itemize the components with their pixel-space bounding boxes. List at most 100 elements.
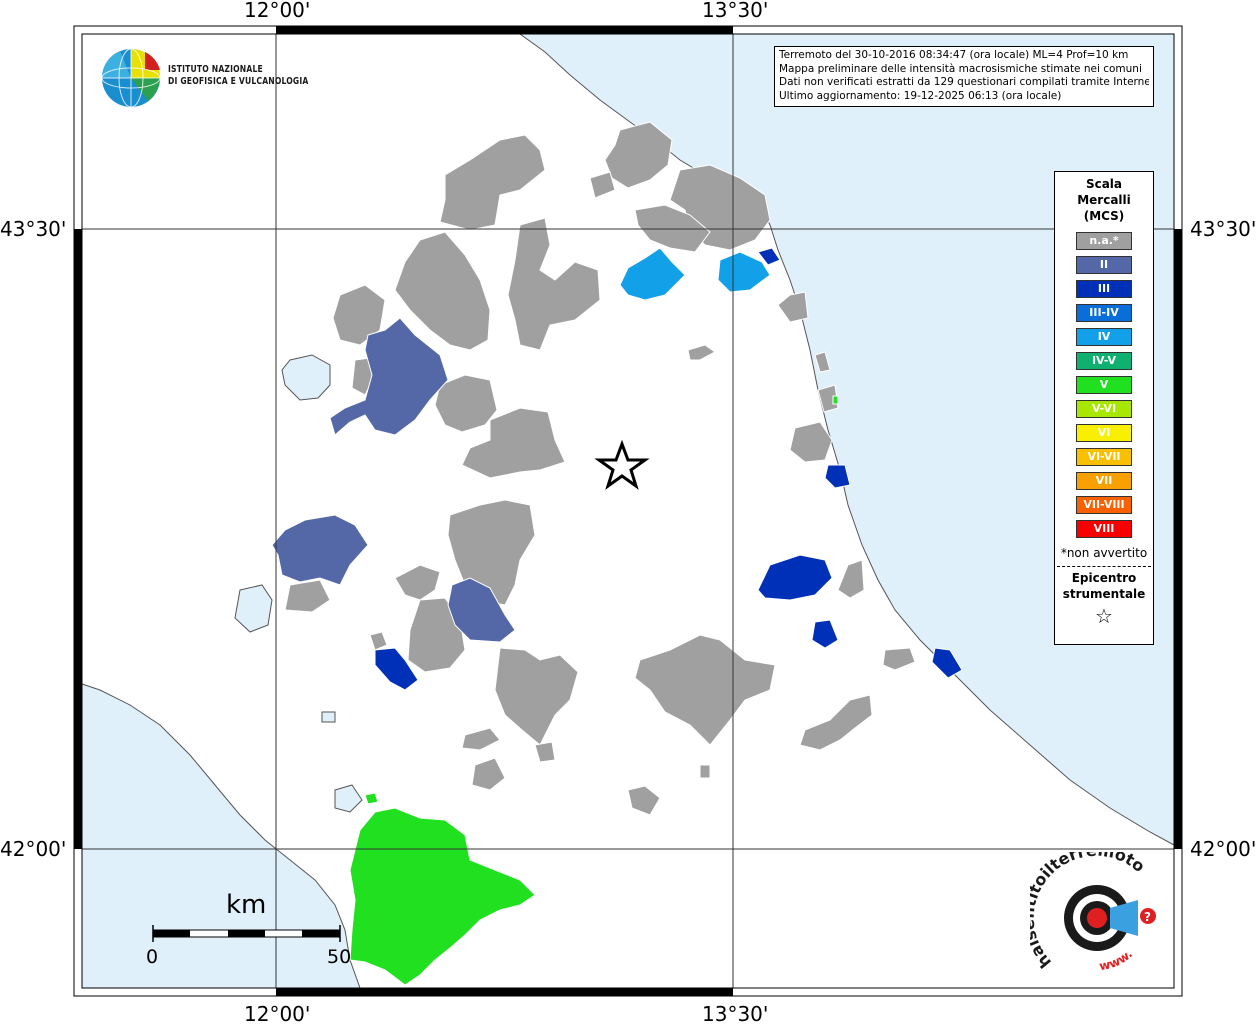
legend-epicenter-line1: Epicentro bbox=[1071, 571, 1137, 585]
municipality-v bbox=[364, 792, 379, 805]
legend-separator bbox=[1057, 566, 1151, 567]
tick-top-lon-2: 13°30' bbox=[702, 0, 769, 22]
scale-end: 50 bbox=[327, 946, 352, 968]
info-line1: Terremoto del 30-10-2016 08:34:47 (ora l… bbox=[779, 49, 1129, 61]
legend-item: n.a.* bbox=[1076, 232, 1132, 250]
municipality-na bbox=[687, 344, 716, 361]
legend-item: VIII bbox=[1076, 520, 1132, 538]
legend-item: VII bbox=[1076, 472, 1132, 490]
municipality-na bbox=[369, 631, 388, 651]
info-line4: Ultimo aggiornamento: 19-12-2025 06:13 (… bbox=[779, 89, 1062, 102]
municipality-na bbox=[837, 559, 865, 599]
legend-epicenter-label: Epicentro strumentale bbox=[1055, 570, 1153, 602]
legend-title-line1: Scala bbox=[1085, 177, 1123, 191]
lake bbox=[321, 711, 336, 723]
target-icon: ? bbox=[1064, 885, 1156, 951]
haisentito-www: www. bbox=[1098, 947, 1135, 973]
tick-top-lon-1: 12°00' bbox=[244, 0, 311, 22]
legend-note: *non avvertito bbox=[1060, 546, 1148, 560]
municipality-iii bbox=[374, 647, 419, 691]
map-frame bbox=[73, 25, 1183, 997]
municipality-na bbox=[814, 351, 831, 373]
municipality-na bbox=[471, 757, 506, 791]
municipality-v bbox=[349, 807, 536, 986]
legend-items: n.a.* II III III-IV IV IV-V V V-VI VI VI-VII VII VI… bbox=[1055, 232, 1153, 538]
tick-right-lat-1: 43°30' bbox=[1190, 217, 1256, 241]
scale-start: 0 bbox=[146, 946, 159, 968]
legend-item: V bbox=[1076, 376, 1132, 394]
graticule bbox=[82, 34, 1174, 988]
epicenter-star bbox=[594, 439, 650, 490]
municipality-polygons bbox=[234, 121, 963, 986]
legend-item: VI bbox=[1076, 424, 1132, 442]
municipality-na bbox=[799, 694, 873, 751]
legend-item: IV-V bbox=[1076, 352, 1132, 370]
ingv-line2: DI GEOFISICA E VULCANOLOGIA bbox=[168, 76, 309, 87]
municipality-na bbox=[699, 764, 711, 779]
municipality-na bbox=[882, 647, 916, 671]
tick-bottom-lon-1: 12°00' bbox=[244, 1002, 311, 1026]
municipality-na bbox=[439, 134, 546, 231]
municipality-na bbox=[534, 741, 556, 763]
legend-star-icon: ☆ bbox=[1095, 604, 1113, 628]
ingv-globe-icon bbox=[101, 48, 161, 108]
municipality-v bbox=[832, 395, 839, 405]
municipality-na bbox=[777, 291, 809, 323]
map-area bbox=[81, 33, 1175, 989]
mcs-legend: Scala Mercalli (MCS) n.a.* II III III-IV IV I… bbox=[1054, 171, 1154, 645]
legend-epicenter-line2: strumentale bbox=[1062, 587, 1146, 601]
municipality-iii bbox=[824, 464, 851, 489]
municipality-na bbox=[434, 374, 498, 433]
info-line3: Dati non verificati estratti da 129 ques… bbox=[779, 76, 1149, 88]
tick-left-lat-2: 42°00' bbox=[0, 837, 67, 861]
municipality-iii bbox=[931, 647, 963, 679]
scale-bar bbox=[152, 925, 341, 942]
municipality-iii bbox=[757, 247, 781, 266]
municipality-na bbox=[789, 421, 833, 463]
haisentito-logo: ? haisentitoilterremoto.it www. bbox=[1030, 852, 1156, 973]
municipality-na bbox=[604, 121, 673, 189]
municipality-na bbox=[634, 634, 776, 746]
legend-title-line2: Mercalli bbox=[1077, 193, 1131, 207]
municipality-na bbox=[589, 171, 616, 199]
municipality-iii bbox=[811, 619, 839, 649]
municipality-ii bbox=[271, 514, 369, 586]
tick-left-lat-1: 43°30' bbox=[0, 217, 67, 241]
lake bbox=[234, 584, 273, 633]
municipality-ii bbox=[447, 577, 516, 643]
legend-item: III bbox=[1076, 280, 1132, 298]
lake bbox=[334, 784, 363, 813]
legend-item: VI-VII bbox=[1076, 448, 1132, 466]
municipality-na bbox=[461, 727, 501, 751]
svg-text:?: ? bbox=[1144, 910, 1151, 924]
tyrrhenian-sea bbox=[81, 683, 361, 989]
legend-title-line3: (MCS) bbox=[1083, 209, 1125, 223]
municipality-iv bbox=[717, 251, 771, 293]
municipality-na bbox=[627, 785, 661, 816]
legend-item: VII-VIII bbox=[1076, 496, 1132, 514]
tick-bottom-lon-2: 13°30' bbox=[702, 1002, 769, 1026]
scale-unit: km bbox=[226, 890, 267, 920]
municipality-na bbox=[494, 647, 579, 746]
legend-item: IV bbox=[1076, 328, 1132, 346]
municipality-ii bbox=[329, 317, 449, 436]
legend-item: V-VI bbox=[1076, 400, 1132, 418]
event-info-box: Terremoto del 30-10-2016 08:34:47 (ora l… bbox=[774, 46, 1154, 107]
municipality-iv bbox=[619, 247, 686, 301]
legend-title: Scala Mercalli (MCS) bbox=[1055, 176, 1153, 224]
municipality-na bbox=[461, 407, 566, 479]
municipality-na bbox=[394, 231, 491, 351]
tick-right-lat-2: 42°00' bbox=[1190, 837, 1256, 861]
municipality-na bbox=[394, 564, 441, 601]
municipality-na bbox=[507, 217, 601, 351]
municipality-na bbox=[284, 579, 331, 613]
municipality-iii bbox=[757, 554, 833, 601]
lake bbox=[281, 354, 331, 401]
ingv-line1: ISTITUTO NAZIONALE bbox=[168, 64, 263, 75]
info-line2: Mappa preliminare delle intensità macros… bbox=[779, 62, 1142, 75]
ingv-logo-text: ISTITUTO NAZIONALE DI GEOFISICA E VULCAN… bbox=[168, 64, 308, 88]
legend-item: II bbox=[1076, 256, 1132, 274]
municipality-na bbox=[817, 384, 839, 413]
legend-item: III-IV bbox=[1076, 304, 1132, 322]
